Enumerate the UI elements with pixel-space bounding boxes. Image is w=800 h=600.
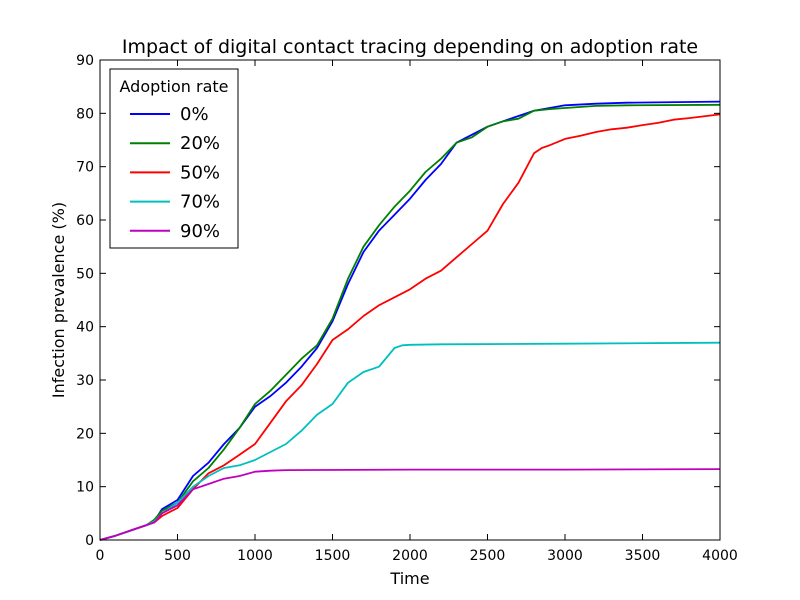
x-tick-label: 2500 (470, 548, 506, 564)
x-tick-label: 500 (164, 548, 191, 564)
y-tick-label: 30 (76, 373, 94, 389)
x-tick-label: 4000 (702, 548, 738, 564)
legend-label-1: 20% (180, 133, 220, 154)
x-tick-label: 2000 (392, 548, 428, 564)
x-axis: 0 500 1000 1500 2000 2500 3000 3500 4000 (96, 60, 738, 564)
y-tick-label: 40 (76, 320, 94, 336)
legend: Adoption rate 0% 20% 50% 70% 90% (109, 68, 239, 249)
x-axis-label: Time (389, 569, 429, 588)
y-tick-label: 10 (76, 480, 94, 496)
x-tick-label: 0 (96, 548, 105, 564)
series-line-4 (99, 468, 721, 541)
legend-label-2: 50% (180, 162, 220, 183)
y-axis: 0 10 20 30 40 50 60 70 80 90 (76, 53, 720, 549)
y-tick-label: 0 (85, 533, 94, 549)
legend-title: Adoption rate (120, 77, 229, 96)
y-tick-label: 60 (76, 213, 94, 229)
x-tick-label: 3000 (547, 548, 583, 564)
legend-box (109, 68, 239, 249)
y-tick-label: 90 (76, 53, 94, 69)
y-axis-label: Infection prevalence (%) (49, 202, 68, 398)
x-tick-label: 3500 (625, 548, 661, 564)
legend-label-4: 90% (180, 221, 220, 242)
chart-title: Impact of digital contact tracing depend… (122, 36, 698, 58)
legend-label-0: 0% (180, 104, 209, 125)
legend-label-3: 70% (180, 192, 220, 213)
y-tick-label: 80 (76, 106, 94, 122)
y-tick-label: 50 (76, 266, 94, 282)
plot-area (99, 59, 721, 541)
y-tick-label: 70 (76, 160, 94, 176)
series-line-0 (99, 100, 721, 541)
y-tick-label: 20 (76, 426, 94, 442)
x-tick-label: 1000 (237, 548, 273, 564)
x-tick-label: 1500 (315, 548, 351, 564)
